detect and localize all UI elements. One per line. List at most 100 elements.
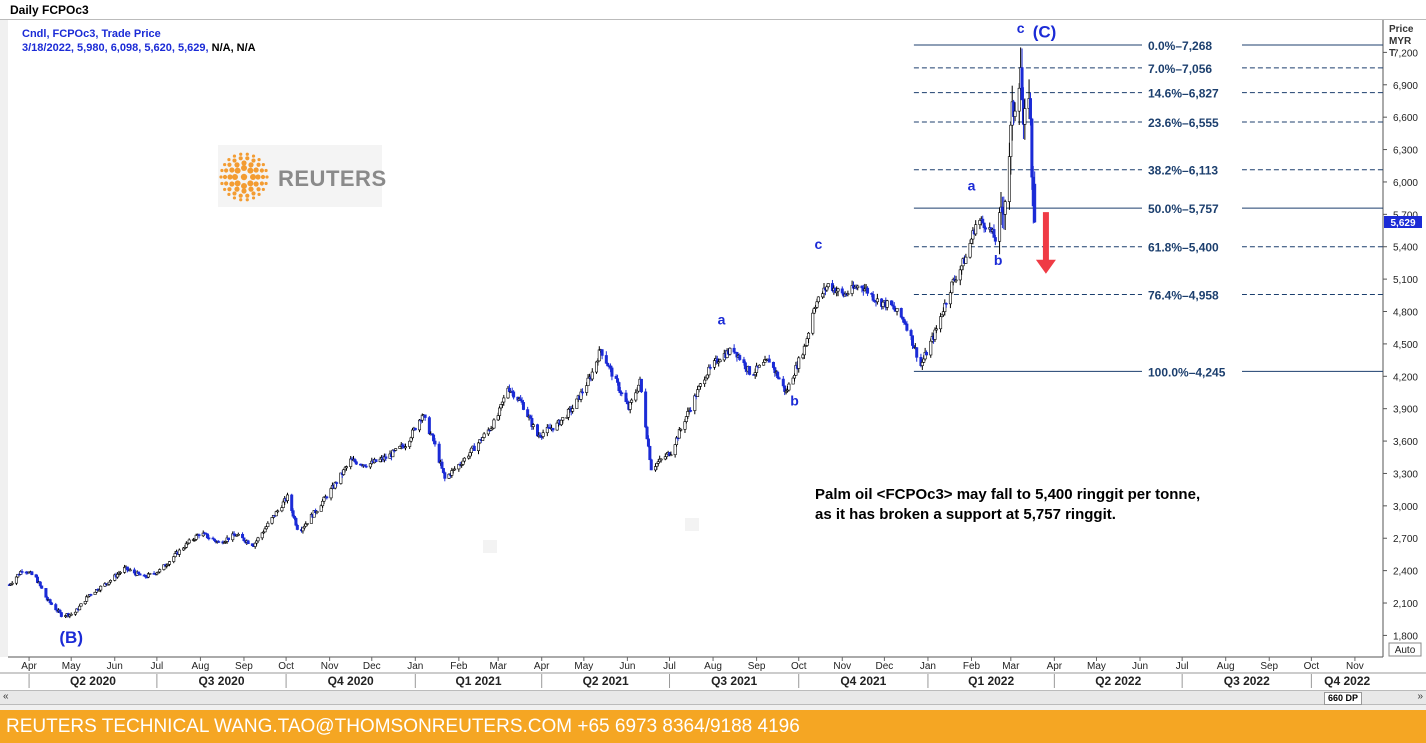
price-header-text: Price — [1389, 24, 1414, 35]
candle-body — [686, 411, 690, 417]
auto-scale-label[interactable]: Auto — [1395, 645, 1416, 656]
candle-body — [462, 457, 466, 462]
candle-body — [807, 332, 811, 339]
month-label: Aug — [192, 661, 210, 672]
candle-body — [742, 359, 746, 363]
candle-body — [712, 360, 716, 368]
fib-label-bg — [1142, 287, 1242, 302]
fib-label-bg — [1142, 162, 1242, 177]
candle-body — [48, 599, 52, 604]
candle-body — [59, 612, 63, 617]
candle-body — [655, 463, 659, 467]
candle-body — [915, 347, 919, 358]
candle-body — [781, 378, 785, 387]
quarter-label: Q2 2022 — [1095, 674, 1141, 688]
candle-body — [902, 318, 906, 323]
candle-body — [236, 533, 240, 536]
candle-body — [93, 591, 97, 595]
fib-label-bg — [1142, 239, 1242, 254]
candle-body — [895, 307, 899, 312]
candle-body — [526, 409, 530, 418]
wave-label: (C) — [1033, 22, 1057, 41]
candle-body — [696, 389, 700, 397]
month-label: Jun — [619, 661, 635, 672]
candle-body — [293, 515, 297, 519]
candle-body — [443, 472, 447, 479]
time-scrollbar[interactable]: « » — [0, 690, 1426, 705]
month-label: Apr — [1047, 661, 1063, 672]
y-tick-label: 6,300 — [1393, 146, 1418, 157]
candle-body — [748, 366, 752, 375]
candle-body — [1020, 67, 1024, 101]
candle-body — [812, 308, 816, 314]
candle-body — [646, 438, 650, 447]
candle-body — [840, 288, 844, 294]
legend-series: Cndl, FCPOc3, Trade Price — [22, 28, 161, 40]
candle-body — [172, 556, 176, 562]
quarter-label: Q3 2021 — [711, 674, 757, 688]
month-label: Mar — [1002, 661, 1020, 672]
y-tick-label: 7,200 — [1393, 48, 1418, 59]
candle-body — [590, 371, 594, 380]
y-tick-label: 1,800 — [1393, 631, 1418, 642]
candle-body — [521, 402, 525, 410]
candle-body — [54, 604, 58, 611]
candle-body — [597, 349, 601, 362]
candle-body — [708, 366, 712, 369]
wave-label: c — [1017, 20, 1025, 36]
candle-body — [1028, 98, 1032, 120]
candle-body — [663, 456, 667, 460]
scroll-right-icon[interactable]: » — [1417, 691, 1423, 702]
legend-na: N/A, N/A — [208, 42, 256, 54]
candle-body — [978, 220, 982, 225]
month-label: Sep — [235, 661, 253, 672]
candle-body — [205, 533, 209, 539]
candle-body — [107, 581, 111, 585]
month-label: Jul — [150, 661, 163, 672]
candle-body — [40, 585, 44, 589]
candle-body — [342, 469, 346, 475]
candle-body — [941, 311, 945, 316]
candle-body — [826, 283, 830, 288]
candle-body — [738, 355, 742, 360]
month-label: Jul — [1176, 661, 1189, 672]
candle-body — [427, 417, 431, 435]
fib-label-bg — [1142, 115, 1242, 130]
candle-body — [637, 384, 641, 392]
candle-body — [698, 383, 702, 387]
auto-scale-button[interactable] — [1388, 642, 1422, 657]
candle-body — [753, 372, 757, 375]
candle-body — [469, 447, 473, 453]
candle-body — [571, 408, 575, 412]
month-label: Sep — [748, 661, 766, 672]
candle-body — [321, 500, 325, 507]
candle-body — [944, 303, 948, 305]
candle-body — [482, 433, 486, 438]
candle-body — [1003, 201, 1007, 215]
candle-body — [274, 511, 278, 517]
candle-body — [118, 572, 122, 574]
scroll-left-icon[interactable]: « — [3, 691, 9, 702]
y-tick-label: 2,700 — [1393, 534, 1418, 545]
candle-body — [437, 443, 441, 463]
candle-body — [173, 553, 177, 557]
candle-body — [69, 613, 73, 616]
quarter-label: Q3 2020 — [198, 674, 244, 688]
candle-body — [805, 338, 809, 346]
candle-body — [541, 432, 545, 437]
candle-body — [634, 392, 638, 401]
month-label: Oct — [1304, 661, 1320, 672]
candle-body — [732, 347, 736, 353]
candle-body — [378, 458, 382, 462]
candle-body — [423, 414, 427, 418]
wave-label: b — [994, 252, 1003, 268]
reuters-logo — [218, 145, 382, 207]
candle-body — [394, 448, 398, 451]
candle-body — [645, 426, 649, 440]
candle-body — [777, 377, 781, 380]
candle-body — [960, 265, 964, 271]
candle-body — [207, 537, 211, 540]
candle-body — [925, 352, 929, 356]
candle-body — [10, 582, 14, 585]
candle-body — [1007, 156, 1011, 202]
